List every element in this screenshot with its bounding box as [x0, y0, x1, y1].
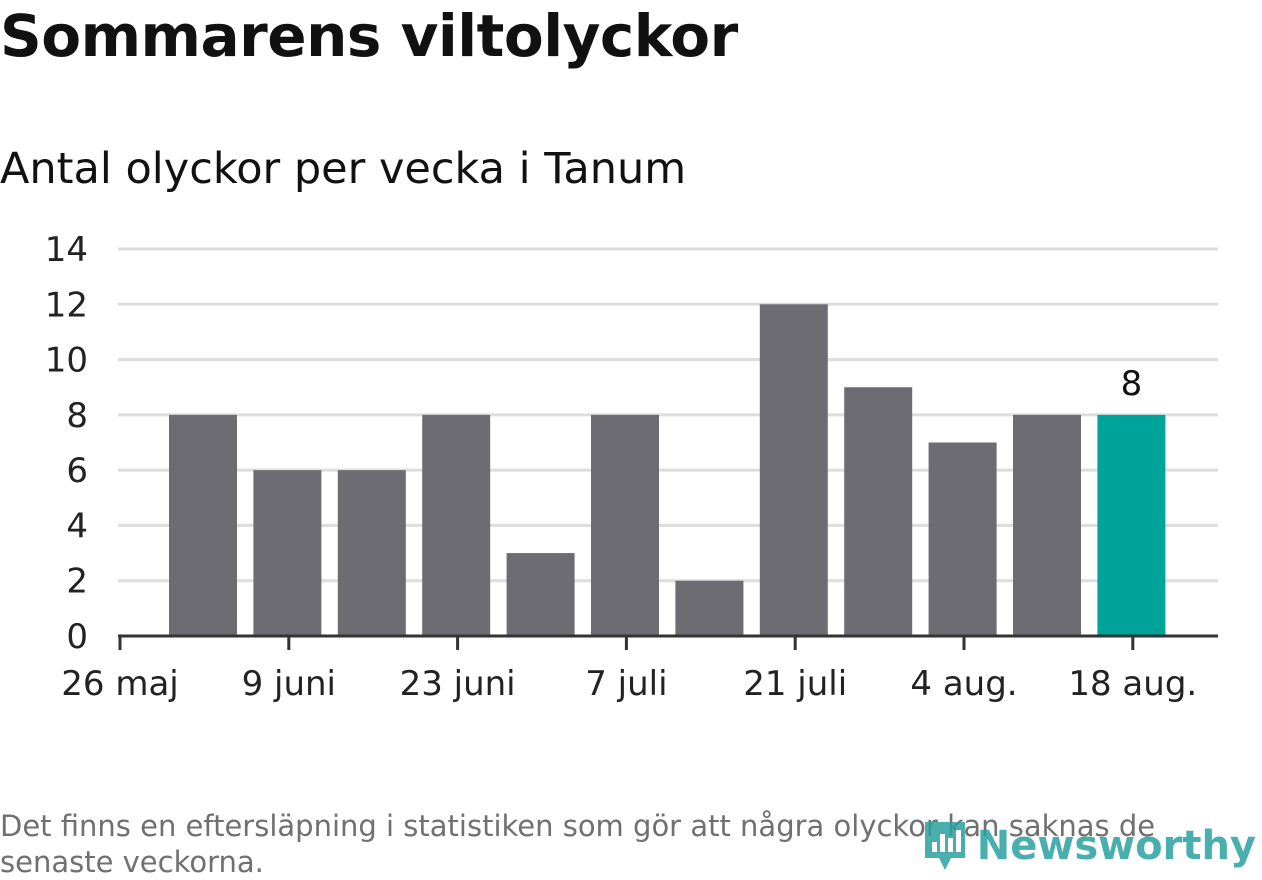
y-tick-label: 14 — [45, 230, 88, 270]
data-labels: 8 — [1121, 364, 1143, 404]
bar-chart: 0 2 4 6 8 10 12 14 26 maj 9 juni 23 juni 7 juli 21 … — [45, 230, 1218, 704]
y-tick-label: 12 — [45, 285, 88, 325]
bar — [337, 470, 406, 636]
y-tick-label: 6 — [66, 451, 88, 491]
bar — [1097, 414, 1166, 636]
x-tick-label: 9 juni — [242, 664, 336, 704]
bar — [928, 442, 997, 636]
x-tick-label: 21 juli — [743, 664, 847, 704]
y-tick-label: 4 — [66, 506, 88, 546]
bar — [253, 470, 322, 636]
bar — [844, 387, 913, 636]
bar — [591, 414, 659, 636]
bar — [675, 580, 744, 636]
y-tick-label: 0 — [66, 617, 88, 657]
x-tick-label: 18 aug. — [1068, 664, 1197, 704]
y-tick-label: 2 — [66, 562, 88, 602]
bar — [506, 553, 575, 636]
chart-title: Sommarens viltolyckor — [0, 2, 738, 70]
chart-subtitle: Antal olyckor per vecka i Tanum — [0, 144, 687, 194]
data-label: 8 — [1121, 364, 1143, 404]
bars — [169, 304, 1166, 636]
x-tick-label: 26 maj — [61, 664, 178, 704]
bar — [1013, 414, 1081, 636]
y-tick-label: 8 — [66, 396, 88, 436]
newsworthy-logo-text: Newsworthy — [976, 823, 1256, 869]
y-tick-label: 10 — [45, 341, 88, 381]
x-tick-label: 23 juni — [400, 664, 516, 704]
x-tick-label: 7 juli — [585, 664, 667, 704]
y-axis-ticks: 0 2 4 6 8 10 12 14 — [45, 230, 88, 657]
x-axis-ticks: 26 maj 9 juni 23 juni 7 juli 21 juli 4 aug. 18… — [61, 636, 1197, 704]
x-tick-label: 4 aug. — [910, 664, 1017, 704]
newsworthy-logo-icon — [924, 822, 965, 870]
bar — [169, 414, 237, 636]
newsworthy-logo: Newsworthy — [921, 818, 1256, 874]
bar — [422, 414, 491, 636]
bar — [759, 304, 828, 636]
